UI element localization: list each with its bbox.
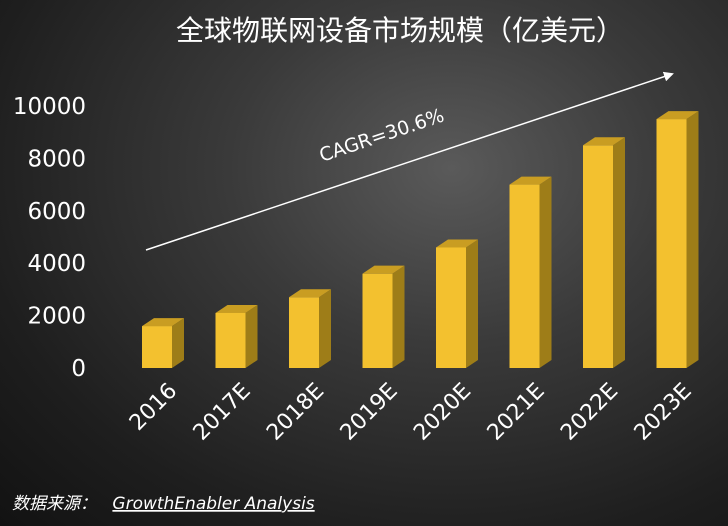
bar-side [613,137,625,368]
y-tick-label: 0 [71,356,86,382]
bar-front [509,184,540,368]
bar-side [392,265,405,368]
bar [509,176,552,368]
bar [436,239,478,368]
bar [362,265,405,368]
x-tick-label: 2020E [409,379,476,446]
y-tick-label: 10000 [13,94,86,120]
y-tick-label: 8000 [27,146,86,172]
y-tick-label: 4000 [27,251,86,277]
x-tick-label: 2016 [125,379,182,436]
bar-top [289,289,331,298]
x-tick-label: 2017E [189,379,256,446]
x-tick-label: 2019E [336,379,403,446]
source-note: 数据来源： GrowthEnabler Analysis [12,494,315,514]
x-tick-label: 2021E [483,379,550,446]
bar-top [362,265,405,274]
bar-side [539,176,552,368]
x-tick-label: 2022E [556,379,623,446]
source-name: GrowthEnabler Analysis [112,494,314,514]
bar-side [245,304,258,368]
bar-top [509,176,552,185]
bar [215,304,258,368]
y-tick-label: 2000 [27,304,86,330]
bar [656,111,699,368]
bar [289,289,331,368]
bar-front [436,247,466,368]
bar-side [686,111,699,368]
x-tick-label: 2018E [262,379,329,446]
y-tick-label: 6000 [27,199,86,225]
growth-arrow [145,71,674,251]
bar-top [215,304,258,313]
bar-front [142,326,172,368]
bar-top [583,137,625,146]
bar-front [289,297,319,368]
cagr-annotation: CAGR=30.6% [317,105,447,167]
bar-top [656,111,699,120]
bar [583,137,625,368]
bar-series [142,111,699,368]
y-axis: 0 2000 4000 6000 8000 10000 [13,94,86,382]
x-tick-label: 2023E [630,379,697,446]
bar-side [319,289,331,368]
bar-side [466,239,478,368]
bar-front [656,119,687,368]
bar-top [142,318,184,327]
bar-front [362,273,393,368]
bar [142,318,184,368]
bar-side [172,318,184,368]
chart-title: 全球物联网设备市场规模（亿美元） [176,14,624,47]
bar-top [436,239,478,248]
x-axis: 2016 2017E 2018E 2019E 2020E 2021E 2022E 2023E [125,379,697,446]
bar-front [583,145,613,368]
source-label: 数据来源： [12,494,97,514]
bar-front [215,312,246,368]
